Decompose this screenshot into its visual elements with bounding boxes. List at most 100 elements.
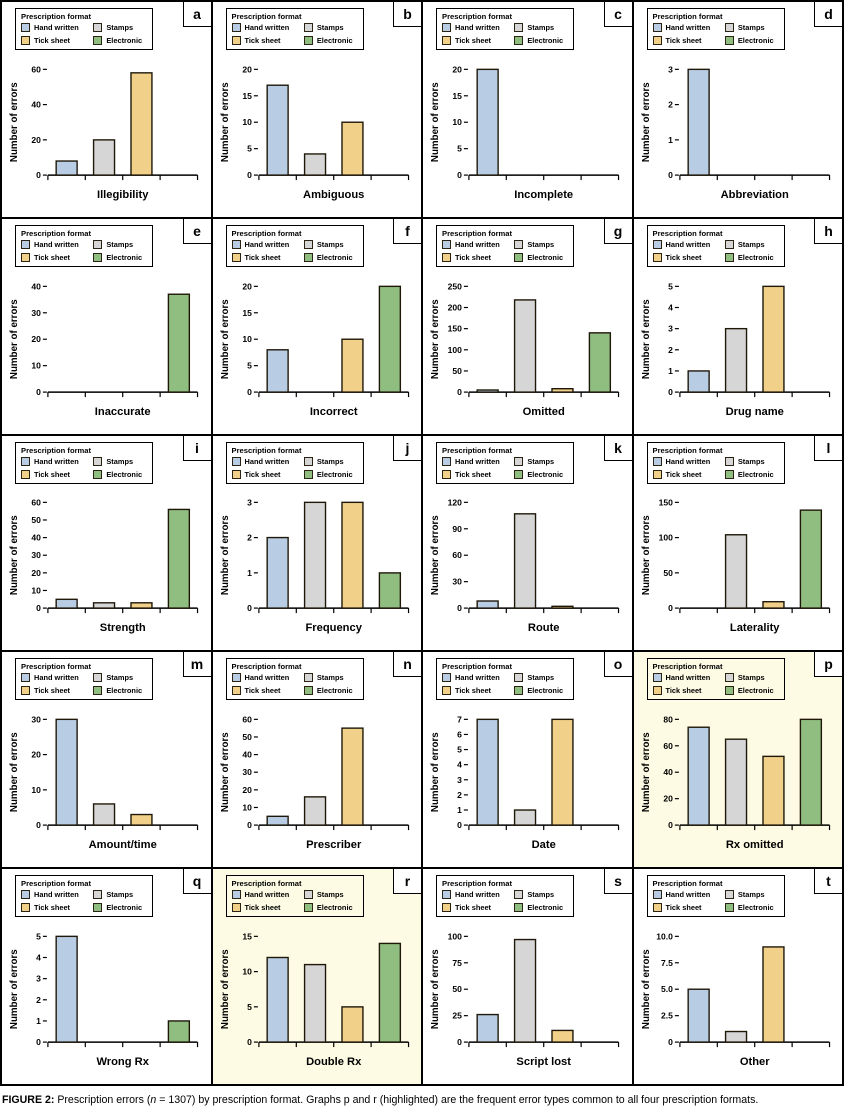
figure-caption: FIGURE 2: Prescription errors (n = 1307)…: [0, 1086, 844, 1107]
legend-swatch-tick-sheet: [442, 903, 451, 913]
y-tick-label: 50: [452, 984, 462, 994]
legend-swatch-tick-sheet: [21, 686, 30, 696]
legend-title: Prescription format: [442, 662, 513, 672]
legend-swatch-hand-written: [231, 456, 241, 466]
legend-swatch-stamps: [514, 456, 524, 466]
legend-item-label: Hand written: [244, 673, 290, 683]
legend-item: Electronic: [724, 469, 780, 479]
legend-item-label: Stamps: [316, 890, 344, 900]
legend-swatch-tick-sheet: [231, 36, 241, 45]
y-tick-label: 1: [36, 1016, 41, 1026]
legend-item: Stamps: [514, 23, 569, 32]
y-tick-label: 3: [36, 974, 41, 984]
legend-item-label: Stamps: [527, 890, 555, 900]
legend-item: Stamps: [93, 456, 148, 466]
legend-swatch-electronic: [514, 686, 524, 696]
legend-item: Stamps: [93, 890, 148, 900]
x-axis-label: Incorrect: [309, 406, 357, 418]
legend-item: Hand written: [21, 239, 93, 249]
legend-item-label: Stamps: [316, 23, 344, 32]
legend-entries: Hand written Stamps Tick sheet Electroni…: [21, 23, 148, 45]
legend-item: Electronic: [514, 36, 569, 45]
legend-item-label: Hand written: [455, 23, 500, 32]
bar-tick-sheet: [761, 946, 785, 1043]
legend-item-label: Tick sheet: [34, 686, 71, 696]
legend-item-label: Stamps: [106, 890, 134, 900]
panel-h: Prescription format Hand written Stamps …: [632, 217, 843, 435]
y-tick-label: 0: [36, 1037, 41, 1047]
y-tick-label: 50: [663, 568, 673, 578]
y-tick-label: 20: [31, 568, 41, 578]
legend-item: Tick sheet: [231, 36, 304, 45]
legend-item: Electronic: [303, 469, 359, 479]
y-tick-label: 5.0: [661, 984, 673, 994]
legend-item: Tick sheet: [652, 36, 725, 45]
legend-swatch-electronic: [724, 252, 734, 262]
bar-hand-written: [265, 348, 289, 393]
legend-item: Tick sheet: [231, 903, 304, 913]
legend-item-label: Electronic: [527, 36, 564, 45]
legend-title: Prescription format: [21, 662, 92, 672]
x-axis-label: Inaccurate: [95, 406, 151, 418]
bar-stamps: [724, 534, 747, 610]
panel-letter: o: [603, 652, 632, 678]
panel-a: Prescription format Hand written Stamps …: [1, 1, 212, 218]
y-tick-label: 0: [668, 387, 673, 397]
y-tick-label: 40: [31, 533, 41, 543]
y-tick-label: 60: [452, 551, 462, 561]
panel-s: Prescription format Hand written Stamps …: [422, 868, 633, 1085]
bar-hand-written: [686, 726, 710, 826]
y-tick-label: 60: [663, 741, 673, 751]
chart-e: Number of errors 0 10 20 30 40 Inaccurate: [9, 281, 199, 418]
legend-swatch-stamps: [724, 239, 734, 249]
bar-hand-written: [476, 600, 499, 610]
legend-swatch-stamps: [303, 890, 313, 900]
panel-letter: f: [393, 218, 421, 244]
chart-p: Number of errors 0 20 40 60 80 Rx omitted: [640, 715, 830, 851]
legend-item: Tick sheet: [231, 252, 304, 262]
legend-item: Hand written: [442, 239, 514, 249]
legend-swatch-hand-written: [442, 673, 451, 683]
legend-swatch-hand-written: [21, 239, 30, 249]
legend-swatch-tick-sheet: [442, 686, 451, 696]
x-axis-label: Frequency: [305, 622, 362, 634]
bar-hand-written: [55, 935, 78, 1043]
legend-item-label: Tick sheet: [244, 903, 281, 913]
bar-stamps: [303, 502, 326, 610]
legend-swatch-tick-sheet: [652, 36, 662, 45]
panel-letter: b: [393, 2, 421, 27]
legend-title: Prescription format: [231, 662, 302, 672]
y-tick-label: 0: [668, 820, 673, 830]
bar-hand-written: [265, 84, 289, 176]
legend-item: Electronic: [724, 252, 780, 262]
y-tick-label: 1: [457, 805, 462, 815]
panel-n: Prescription format Hand written Stamps …: [211, 651, 422, 869]
legend: Prescription format Hand written Stamps …: [15, 8, 153, 50]
y-tick-label: 3: [247, 498, 252, 508]
panel-letter: s: [603, 869, 632, 895]
y-tick-label: 20: [242, 281, 252, 291]
legend-swatch-electronic: [303, 903, 313, 913]
chart-m: Number of errors 0 10 20 30 Amount/time: [9, 715, 199, 851]
bar-tick-sheet: [340, 727, 364, 826]
legend-swatch-electronic: [724, 686, 734, 696]
y-tick-label: 15: [242, 91, 252, 101]
y-tick-label: 0: [36, 603, 41, 613]
bar-tick-sheet: [761, 285, 785, 393]
legend-swatch-electronic: [303, 36, 313, 45]
legend-title: Prescription format: [442, 879, 513, 889]
y-tick-label: 40: [31, 99, 41, 109]
x-axis-label: Strength: [100, 622, 146, 634]
legend-item-label: Hand written: [665, 673, 711, 683]
legend-item-label: Hand written: [34, 673, 79, 683]
legend-swatch-stamps: [303, 239, 313, 249]
legend-item-label: Tick sheet: [455, 36, 492, 45]
panel-t: Prescription format Hand written Stamps …: [632, 868, 843, 1085]
legend-entries: Hand written Stamps Tick sheet Electroni…: [652, 23, 780, 45]
legend-item-label: Stamps: [527, 23, 555, 32]
bar-stamps: [513, 809, 537, 826]
bar-hand-written: [55, 599, 78, 610]
legend-item-label: Electronic: [527, 252, 564, 262]
legend-item: Hand written: [21, 456, 93, 466]
legend-item: Stamps: [93, 673, 148, 683]
